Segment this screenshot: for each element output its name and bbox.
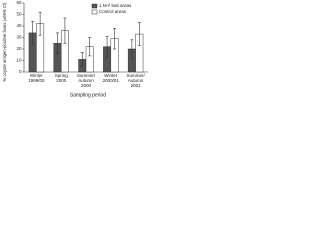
x-tick-label: 1999/00: [28, 78, 45, 83]
y-tick-label: 20: [16, 46, 22, 51]
legend-swatch: [91, 9, 98, 15]
y-axis-label: % coyote antigen-positive foxes (±95% CI…: [2, 2, 7, 81]
error-bar: [105, 36, 109, 58]
y-tick-label: 60: [16, 0, 22, 5]
error-bar: [88, 37, 92, 57]
legend-label: Control areas: [99, 9, 127, 14]
y-tick-label: 40: [16, 23, 22, 28]
legend-swatch: [91, 3, 98, 9]
x-axis-label: Sampling period: [70, 92, 106, 98]
y-tick-label: 50: [16, 12, 22, 17]
error-bar: [38, 11, 42, 36]
x-tick-label: Autumn: [78, 78, 94, 83]
x-tick-label: 2000: [56, 78, 67, 83]
error-bar: [31, 21, 35, 45]
legend-label: 1 km² bait areas: [99, 3, 132, 8]
chart: % coyote antigen-positive foxes (±95% CI…: [2, 0, 148, 98]
y-tick-label: 10: [16, 58, 22, 63]
error-bar: [63, 17, 67, 44]
error-bar: [113, 27, 117, 50]
error-bar: [130, 39, 134, 59]
x-tick-label: Summer/: [126, 73, 145, 78]
x-tick-label: Summer/: [77, 73, 96, 78]
x-tick-label: 2001: [131, 83, 142, 88]
x-tick-label: Winter: [104, 73, 118, 78]
x-tick-label: Winter: [30, 73, 44, 78]
error-bar: [55, 32, 59, 54]
y-tick-label: 0: [19, 69, 22, 74]
x-tick-label: Spring: [55, 73, 69, 78]
y-tick-label: 30: [16, 35, 22, 40]
x-tick-label: 2000: [81, 83, 92, 88]
x-tick-label: Autumn: [128, 78, 144, 83]
error-bar: [137, 22, 141, 46]
x-tick-label: 2000/01: [103, 78, 120, 83]
error-bar: [80, 52, 84, 67]
